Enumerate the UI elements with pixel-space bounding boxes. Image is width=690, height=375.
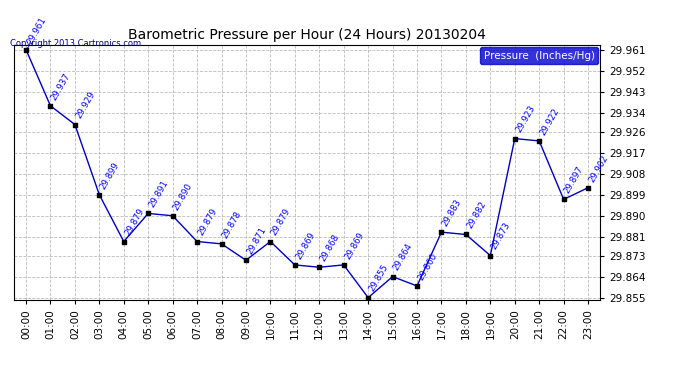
Point	[582, 185, 593, 191]
Text: 29.937: 29.937	[50, 71, 72, 102]
Text: Copyright 2013 Cartronics.com: Copyright 2013 Cartronics.com	[10, 39, 141, 48]
Point	[485, 252, 496, 258]
Text: 29.871: 29.871	[245, 226, 268, 256]
Text: 29.891: 29.891	[148, 179, 170, 209]
Text: 29.902: 29.902	[587, 153, 610, 183]
Text: 29.873: 29.873	[489, 221, 512, 251]
Point	[70, 122, 81, 128]
Point	[167, 213, 178, 219]
Point	[314, 264, 325, 270]
Text: 29.869: 29.869	[294, 230, 317, 261]
Point	[192, 238, 203, 244]
Text: 29.882: 29.882	[465, 200, 488, 230]
Text: 29.860: 29.860	[416, 251, 439, 282]
Legend: Pressure  (Inches/Hg): Pressure (Inches/Hg)	[480, 47, 598, 64]
Point	[240, 257, 251, 263]
Point	[143, 210, 154, 216]
Text: 29.922: 29.922	[538, 106, 561, 137]
Text: 29.879: 29.879	[123, 207, 146, 237]
Text: 29.929: 29.929	[74, 90, 97, 120]
Text: 29.961: 29.961	[25, 15, 48, 45]
Point	[265, 238, 276, 244]
Text: 29.868: 29.868	[318, 232, 342, 263]
Point	[363, 295, 374, 301]
Text: 29.899: 29.899	[99, 160, 121, 190]
Text: 29.879: 29.879	[196, 207, 219, 237]
Title: Barometric Pressure per Hour (24 Hours) 20130204: Barometric Pressure per Hour (24 Hours) …	[128, 28, 486, 42]
Point	[509, 136, 520, 142]
Text: 29.923: 29.923	[514, 104, 537, 134]
Point	[94, 192, 105, 198]
Point	[387, 274, 398, 280]
Point	[460, 231, 471, 237]
Point	[436, 229, 447, 235]
Text: 29.864: 29.864	[392, 242, 415, 273]
Point	[558, 196, 569, 202]
Point	[533, 138, 544, 144]
Text: 29.869: 29.869	[343, 230, 366, 261]
Point	[21, 46, 32, 53]
Point	[338, 262, 349, 268]
Text: 29.855: 29.855	[367, 263, 390, 294]
Point	[216, 241, 227, 247]
Point	[118, 238, 129, 244]
Text: 29.879: 29.879	[270, 207, 293, 237]
Point	[289, 262, 300, 268]
Text: 29.883: 29.883	[441, 198, 464, 228]
Point	[411, 283, 422, 289]
Text: 29.878: 29.878	[221, 209, 244, 240]
Text: 29.897: 29.897	[563, 165, 586, 195]
Text: 29.890: 29.890	[172, 181, 195, 212]
Point	[45, 103, 56, 109]
